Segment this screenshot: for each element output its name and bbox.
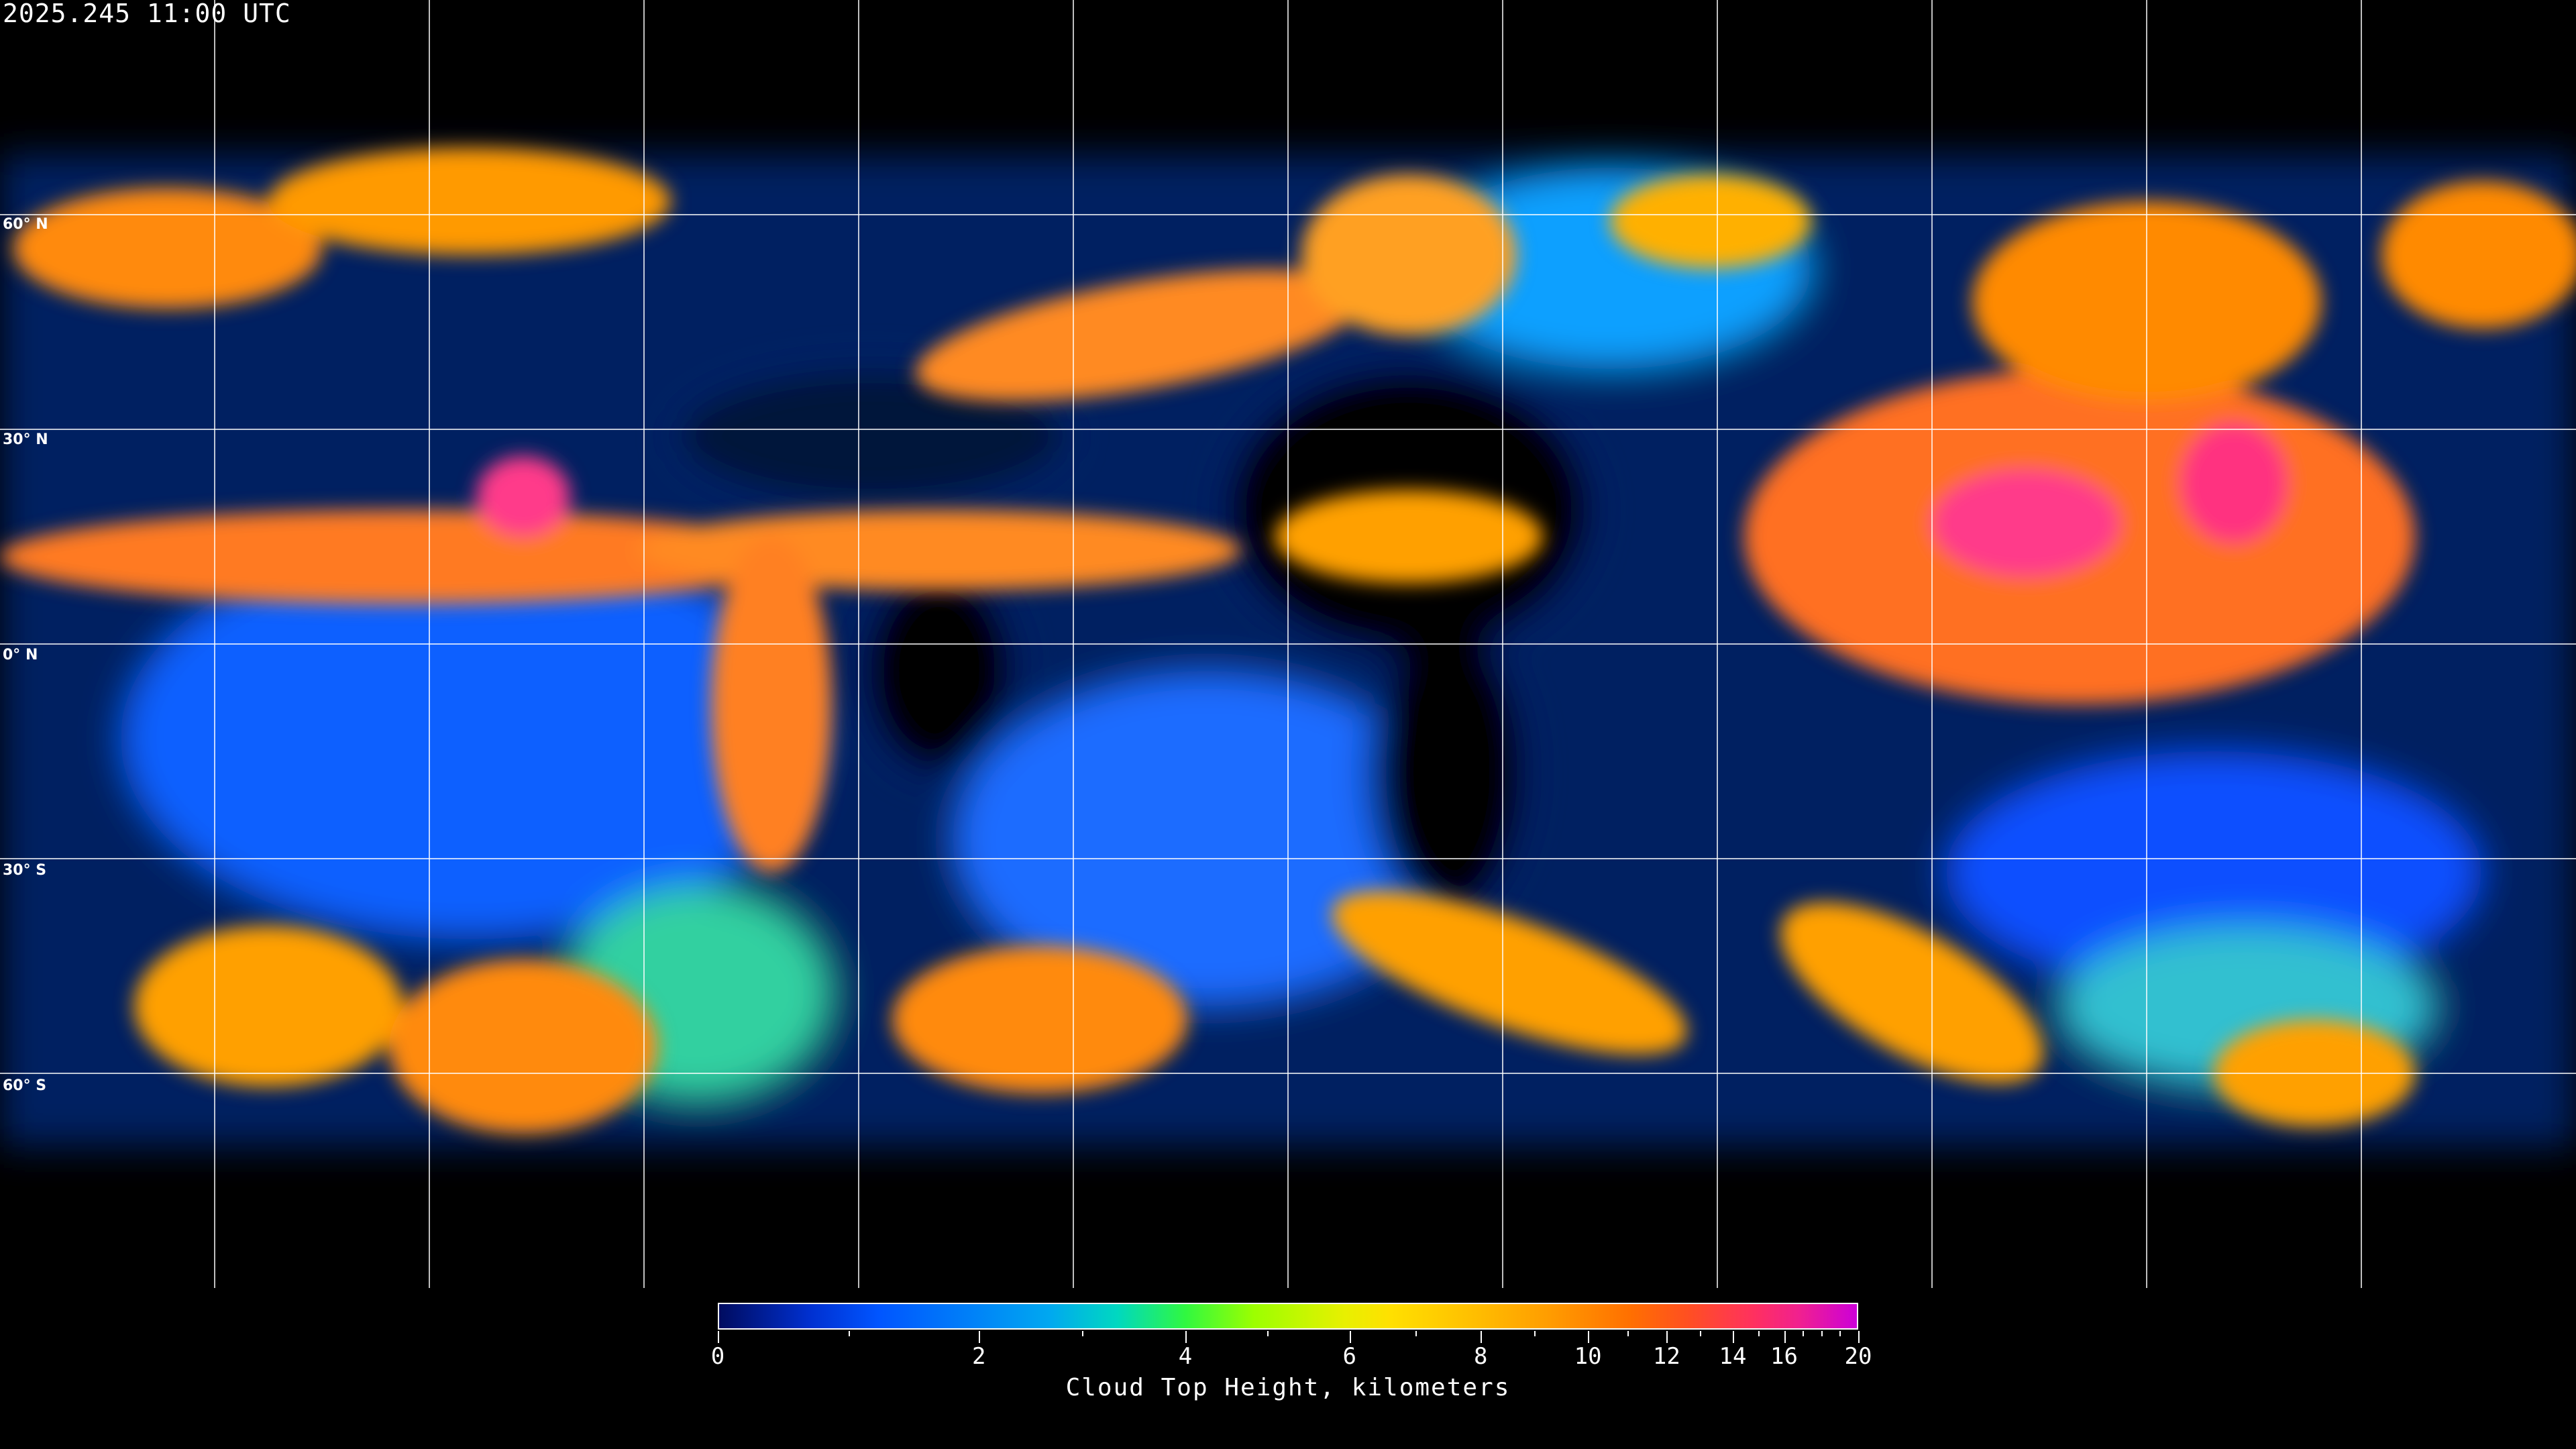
colorbar-minor-tick — [1803, 1331, 1805, 1336]
colorbar-tick-label: 16 — [1770, 1343, 1798, 1370]
colorbar-major-tick — [718, 1331, 719, 1343]
colorbar-major-tick — [1185, 1331, 1187, 1343]
colorbar-major-tick — [1481, 1331, 1483, 1343]
colorbar-tick-label: 20 — [1844, 1343, 1872, 1370]
colorbar-major-tick — [1784, 1331, 1786, 1343]
colorbar-minor-tick — [1082, 1331, 1084, 1336]
colorbar-ticks: 0 2 4 6 8 10 12 14 16 20 — [711, 1331, 1872, 1385]
colorbar-minor-tick — [1821, 1331, 1823, 1336]
colorbar-major-tick — [1588, 1331, 1590, 1343]
colorbar-tick-label: 4 — [1178, 1343, 1193, 1370]
lat-label-equator: 0° N — [3, 647, 38, 663]
colorbar-major-tick — [979, 1331, 981, 1343]
colorbar-tick-label: 8 — [1474, 1343, 1488, 1370]
colorbar-minor-tick — [1699, 1331, 1701, 1336]
timestamp: 2025.245 11:00 UTC — [3, 0, 291, 28]
colorbar-tick-label: 12 — [1652, 1343, 1680, 1370]
cloud-top-height-map: 2025.245 11:00 UTC 60° N 30° N 0° N 30° … — [0, 0, 2576, 1288]
lat-label-30n: 30° N — [3, 431, 48, 448]
colorbar-major-tick — [1349, 1331, 1351, 1343]
colorbar-tick-label: 14 — [1719, 1343, 1747, 1370]
colorbar-minor-tick — [1839, 1331, 1841, 1336]
colorbar-tick-label: 6 — [1342, 1343, 1357, 1370]
colorbar-tick-label: 2 — [972, 1343, 986, 1370]
colorbar — [718, 1303, 1858, 1330]
colorbar-tick-label: 0 — [710, 1343, 725, 1370]
colorbar-major-tick — [1666, 1331, 1668, 1343]
colorbar-major-tick — [1733, 1331, 1734, 1343]
graticule — [0, 0, 2576, 1288]
colorbar-minor-tick — [1758, 1331, 1760, 1336]
lat-label-60n: 60° N — [3, 216, 48, 233]
colorbar-minor-tick — [1415, 1331, 1417, 1336]
cloud-imagery — [0, 0, 2576, 1288]
colorbar-major-tick — [1858, 1331, 1860, 1343]
colorbar-minor-tick — [1534, 1331, 1536, 1336]
colorbar-minor-tick — [1627, 1331, 1629, 1336]
lat-label-60s: 60° S — [3, 1077, 47, 1094]
colorbar-minor-tick — [848, 1331, 850, 1336]
colorbar-minor-tick — [1267, 1331, 1269, 1336]
colorbar-title: Cloud Top Height, kilometers — [1065, 1374, 1511, 1401]
colorbar-tick-label: 10 — [1574, 1343, 1602, 1370]
lat-label-30s: 30° S — [3, 862, 47, 879]
